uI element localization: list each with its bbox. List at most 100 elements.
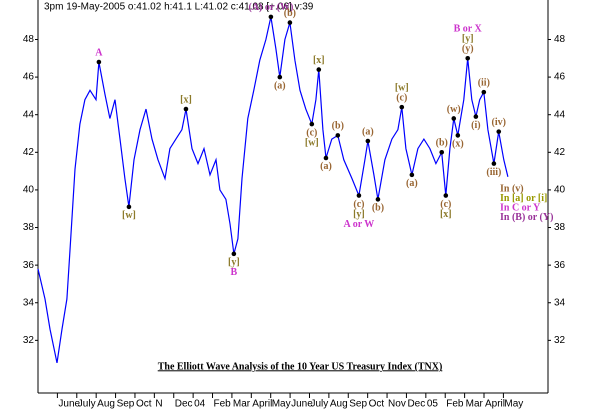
y-tick-label-right: 36 bbox=[554, 260, 566, 271]
wave-label: (c) bbox=[353, 199, 364, 210]
wave-label: (b) bbox=[436, 138, 448, 149]
y-tick-label-right: 34 bbox=[554, 297, 566, 308]
pivot-dot bbox=[126, 204, 132, 210]
wave-label: A bbox=[95, 47, 103, 58]
wave-label: (x) bbox=[452, 139, 464, 150]
pivot-dot bbox=[455, 133, 461, 138]
y-tick-label: 38 bbox=[23, 222, 35, 233]
y-tick-label: 48 bbox=[23, 34, 35, 45]
y-tick-label-right: 48 bbox=[554, 34, 566, 45]
x-tick-label: 04 bbox=[194, 399, 206, 410]
pivot-dot bbox=[481, 89, 487, 95]
x-tick-label: N bbox=[155, 399, 162, 410]
wave-label: B or X bbox=[454, 24, 483, 35]
wave-label: A or W bbox=[344, 219, 375, 230]
pivot-dot bbox=[277, 74, 283, 80]
wave-label: (a) bbox=[320, 161, 332, 172]
x-tick-label: June bbox=[58, 399, 80, 410]
x-tick-label: May bbox=[504, 399, 523, 410]
x-tick-label: Aug bbox=[97, 399, 115, 410]
pivot-dot bbox=[287, 20, 293, 25]
wave-label: (y) bbox=[462, 44, 474, 55]
wave-label: (A) or (W) bbox=[248, 2, 293, 13]
wave-label: [y] bbox=[228, 257, 240, 268]
note: In [a] or [i] bbox=[500, 193, 547, 204]
y-tick-label-right: 38 bbox=[554, 222, 566, 233]
note: In (B) or (Y) bbox=[500, 212, 553, 223]
wave-label: (b) bbox=[332, 121, 344, 132]
x-tick-label: Feb bbox=[446, 399, 464, 410]
y-tick-label: 34 bbox=[23, 297, 35, 308]
wave-label: (ii) bbox=[478, 77, 490, 88]
wave-label: [w] bbox=[395, 82, 409, 93]
x-tick-label: June bbox=[291, 399, 313, 410]
wave-label: [x] bbox=[440, 209, 452, 220]
wave-label: (b) bbox=[284, 8, 296, 19]
pivot-dot bbox=[268, 14, 274, 20]
x-tick-label: April bbox=[252, 399, 272, 410]
x-tick-label: Mar bbox=[233, 399, 251, 410]
note: In (v) bbox=[500, 183, 524, 194]
pivot-dot bbox=[496, 129, 502, 134]
header: 3pm 19-May-2005 o:41.02 h:41.1 L:41.02 c… bbox=[44, 2, 314, 13]
pivot-dot bbox=[399, 104, 405, 110]
pivot-dot bbox=[375, 197, 381, 202]
wave-label: (i) bbox=[471, 120, 480, 131]
pivot-dot bbox=[365, 138, 371, 144]
note: In C or Y bbox=[500, 202, 541, 213]
wave-label: B bbox=[231, 267, 238, 278]
x-tick-label: Mar bbox=[466, 399, 484, 410]
title-box bbox=[112, 359, 488, 375]
wave-label: (w) bbox=[447, 104, 461, 115]
x-tick-label: Nov bbox=[388, 399, 406, 410]
wave-label: [x] bbox=[313, 55, 325, 66]
pivot-dot bbox=[316, 67, 322, 72]
pivot-dot bbox=[443, 193, 449, 198]
wave-label: (a) bbox=[362, 126, 374, 137]
wave-label: (iii) bbox=[486, 167, 501, 178]
pivot-dot bbox=[409, 172, 415, 178]
y-tick-label: 44 bbox=[23, 109, 35, 120]
x-tick-label: Feb bbox=[214, 399, 232, 410]
pivot-dot bbox=[183, 106, 189, 112]
y-tick-label: 32 bbox=[23, 335, 35, 346]
pivot-dot bbox=[356, 193, 362, 198]
wave-label: [y] bbox=[462, 34, 474, 45]
wave-label: (b) bbox=[372, 203, 384, 214]
x-tick-label: 05 bbox=[427, 399, 439, 410]
pivot-dot bbox=[231, 251, 237, 257]
x-tick-label: Oct bbox=[136, 399, 152, 410]
y-tick-label-right: 40 bbox=[554, 185, 566, 196]
wave-label: [w] bbox=[122, 210, 136, 221]
pivot-dot bbox=[473, 114, 479, 119]
x-tick-label: Sep bbox=[117, 399, 135, 410]
x-tick-label: Dec bbox=[175, 399, 193, 410]
pivot-dot bbox=[323, 155, 329, 161]
pivot-dot bbox=[451, 116, 457, 121]
y-tick-label: 40 bbox=[23, 185, 35, 196]
wave-label: (c) bbox=[396, 92, 407, 103]
x-tick-label: July bbox=[310, 399, 328, 410]
x-tick-label: Aug bbox=[330, 399, 348, 410]
pivot-dot bbox=[465, 55, 471, 61]
wave-label: (c) bbox=[306, 127, 317, 138]
pivot-dot bbox=[96, 59, 102, 65]
chart-title: The Elliott Wave Analysis of the 10 Year… bbox=[158, 361, 443, 372]
wave-label: (a) bbox=[274, 80, 286, 91]
x-tick-label: Dec bbox=[407, 399, 425, 410]
x-tick-label: April bbox=[485, 399, 505, 410]
wave-label: [y] bbox=[353, 209, 365, 220]
y-tick-label-right: 32 bbox=[554, 335, 566, 346]
x-tick-label: Oct bbox=[369, 399, 385, 410]
wave-label: (iv) bbox=[492, 117, 506, 128]
y-tick-label-right: 42 bbox=[554, 147, 566, 158]
wave-label: (a) bbox=[406, 178, 418, 189]
y-tick-label-right: 44 bbox=[554, 109, 566, 120]
x-tick-label: July bbox=[78, 399, 96, 410]
pivot-dot bbox=[491, 161, 497, 166]
pivot-dot bbox=[309, 121, 315, 127]
y-tick-label: 46 bbox=[23, 72, 35, 83]
pivot-dot bbox=[335, 133, 341, 138]
wave-label: [w] bbox=[305, 137, 319, 148]
